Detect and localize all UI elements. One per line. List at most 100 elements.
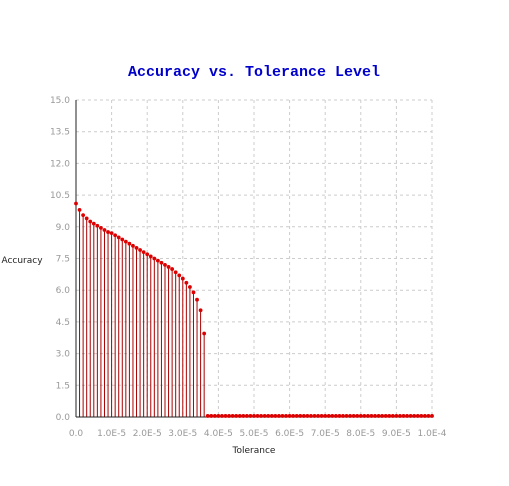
data-point: [288, 414, 292, 418]
x-tick-label: 6.0E-5: [275, 429, 304, 439]
data-point: [78, 208, 82, 212]
data-point: [170, 267, 174, 271]
data-point: [419, 414, 423, 418]
y-tick-label: 0.0: [56, 413, 71, 423]
data-point: [323, 414, 327, 418]
data-point: [412, 414, 416, 418]
y-tick-label: 3.0: [56, 350, 71, 360]
data-point: [99, 226, 103, 230]
x-axis-label: Tolerance: [232, 446, 276, 456]
data-point: [398, 414, 402, 418]
data-point: [277, 414, 281, 418]
data-point: [284, 414, 288, 418]
y-tick-label: 4.5: [56, 318, 70, 328]
data-point: [95, 224, 99, 228]
data-point: [402, 414, 406, 418]
data-point: [110, 231, 114, 235]
data-point: [124, 240, 128, 244]
data-point: [338, 414, 342, 418]
data-point: [348, 414, 352, 418]
data-point: [359, 414, 363, 418]
x-tick-label: 7.0E-5: [311, 429, 340, 439]
y-tick-label: 7.5: [56, 255, 70, 265]
data-point: [291, 414, 295, 418]
data-point: [409, 414, 413, 418]
data-point: [423, 414, 427, 418]
x-tick-labels: 0.0 1.0E-5 2.0E-5 3.0E-5 4.0E-5 5.0E-5 6.0E-5 7…: [69, 429, 447, 439]
data-point: [199, 308, 203, 312]
data-point: [270, 414, 274, 418]
data-point: [135, 246, 139, 250]
data-point: [213, 414, 217, 418]
data-point: [142, 250, 146, 254]
data-point: [224, 414, 228, 418]
data-point: [380, 414, 384, 418]
data-point: [227, 414, 231, 418]
data-point: [241, 414, 245, 418]
data-point: [249, 414, 253, 418]
data-point: [127, 242, 131, 246]
data-point: [238, 414, 242, 418]
data-point: [74, 202, 78, 206]
y-tick-label: 15.0: [50, 96, 70, 106]
data-point: [362, 414, 366, 418]
data-point: [217, 414, 221, 418]
data-point: [259, 414, 263, 418]
data-point: [81, 213, 85, 217]
data-point: [313, 414, 317, 418]
data-point: [430, 414, 434, 418]
data-point: [330, 414, 334, 418]
x-tick-label: 1.0E-4: [418, 429, 447, 439]
data-point: [266, 414, 270, 418]
x-tick-label: 5.0E-5: [240, 429, 269, 439]
y-tick-labels: 0.0 1.5 3.0 4.5 6.0 7.5 9.0 10.5 12.0 13.5 15.0: [50, 96, 70, 423]
data-point: [177, 274, 181, 278]
data-point: [327, 414, 331, 418]
data-point: [370, 414, 374, 418]
data-point: [120, 238, 124, 242]
data-point: [341, 414, 345, 418]
data-point: [366, 414, 370, 418]
data-point: [334, 414, 338, 418]
data-point: [184, 281, 188, 285]
data-point: [103, 228, 107, 232]
data-point: [231, 414, 235, 418]
data-point: [145, 252, 149, 256]
y-tick-label: 13.5: [50, 128, 70, 138]
data-point: [316, 414, 320, 418]
data-point: [245, 414, 249, 418]
x-tick-label: 1.0E-5: [97, 429, 126, 439]
data-point: [149, 254, 153, 258]
data-point: [163, 263, 167, 267]
data-point: [345, 414, 349, 418]
data-point: [117, 235, 121, 239]
data-point: [174, 270, 178, 274]
data-point: [309, 414, 313, 418]
x-tick-label: 3.0E-5: [168, 429, 197, 439]
data-point: [156, 259, 160, 263]
y-tick-label: 10.5: [50, 191, 70, 201]
data-point: [188, 285, 192, 289]
y-tick-label: 1.5: [56, 381, 70, 391]
data-point: [302, 414, 306, 418]
data-point: [252, 414, 256, 418]
data-point: [160, 261, 164, 265]
y-tick-label: 12.0: [50, 159, 70, 169]
data-point: [220, 414, 224, 418]
data-point: [352, 414, 356, 418]
data-point: [195, 298, 199, 302]
x-tick-label: 0.0: [69, 429, 84, 439]
y-tick-label: 6.0: [56, 286, 71, 296]
data-point: [234, 414, 238, 418]
data-point: [209, 414, 213, 418]
data-point: [377, 414, 381, 418]
data-point: [152, 257, 156, 261]
data-point: [85, 216, 89, 220]
data-point: [92, 222, 96, 226]
data-point: [373, 414, 377, 418]
data-point: [263, 414, 267, 418]
data-point: [192, 290, 196, 294]
data-point: [298, 414, 302, 418]
data-point: [273, 414, 277, 418]
data-point: [384, 414, 388, 418]
